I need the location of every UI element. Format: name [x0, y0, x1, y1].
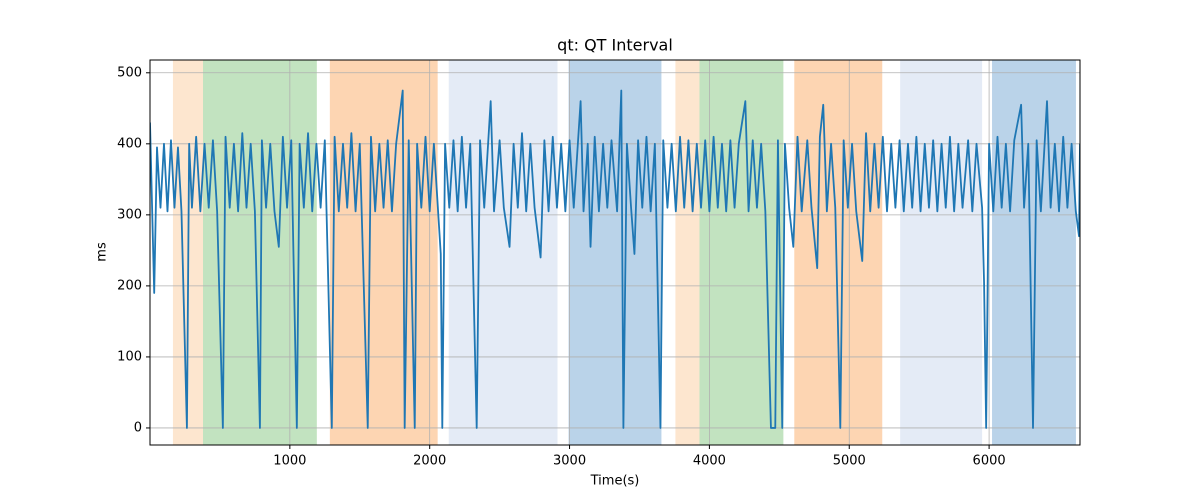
- x-tick-label: 1000: [273, 454, 306, 469]
- y-tick-label: 200: [117, 278, 142, 293]
- y-tick-label: 0: [134, 420, 142, 435]
- x-tick-label: 5000: [833, 454, 866, 469]
- y-tick-label: 500: [117, 65, 142, 80]
- chart-title: qt: QT Interval: [557, 36, 673, 55]
- x-tick-label: 4000: [693, 454, 726, 469]
- shaded-region: [675, 60, 700, 445]
- x-tick-label: 6000: [973, 454, 1006, 469]
- y-tick-label: 400: [117, 136, 142, 151]
- x-tick-label: 2000: [413, 454, 446, 469]
- y-tick-label: 300: [117, 207, 142, 222]
- shaded-region: [699, 60, 784, 445]
- shaded-region: [900, 60, 983, 445]
- shaded-region: [329, 60, 438, 445]
- x-axis-label: Time(s): [590, 474, 640, 489]
- y-tick-label: 100: [117, 349, 142, 364]
- x-tick-label: 3000: [553, 454, 586, 469]
- plot-frame: [149, 59, 1081, 446]
- shaded-region: [568, 60, 662, 445]
- shaded-region: [794, 60, 883, 445]
- y-axis-label: ms: [95, 242, 110, 262]
- signal-line: [150, 89, 1080, 429]
